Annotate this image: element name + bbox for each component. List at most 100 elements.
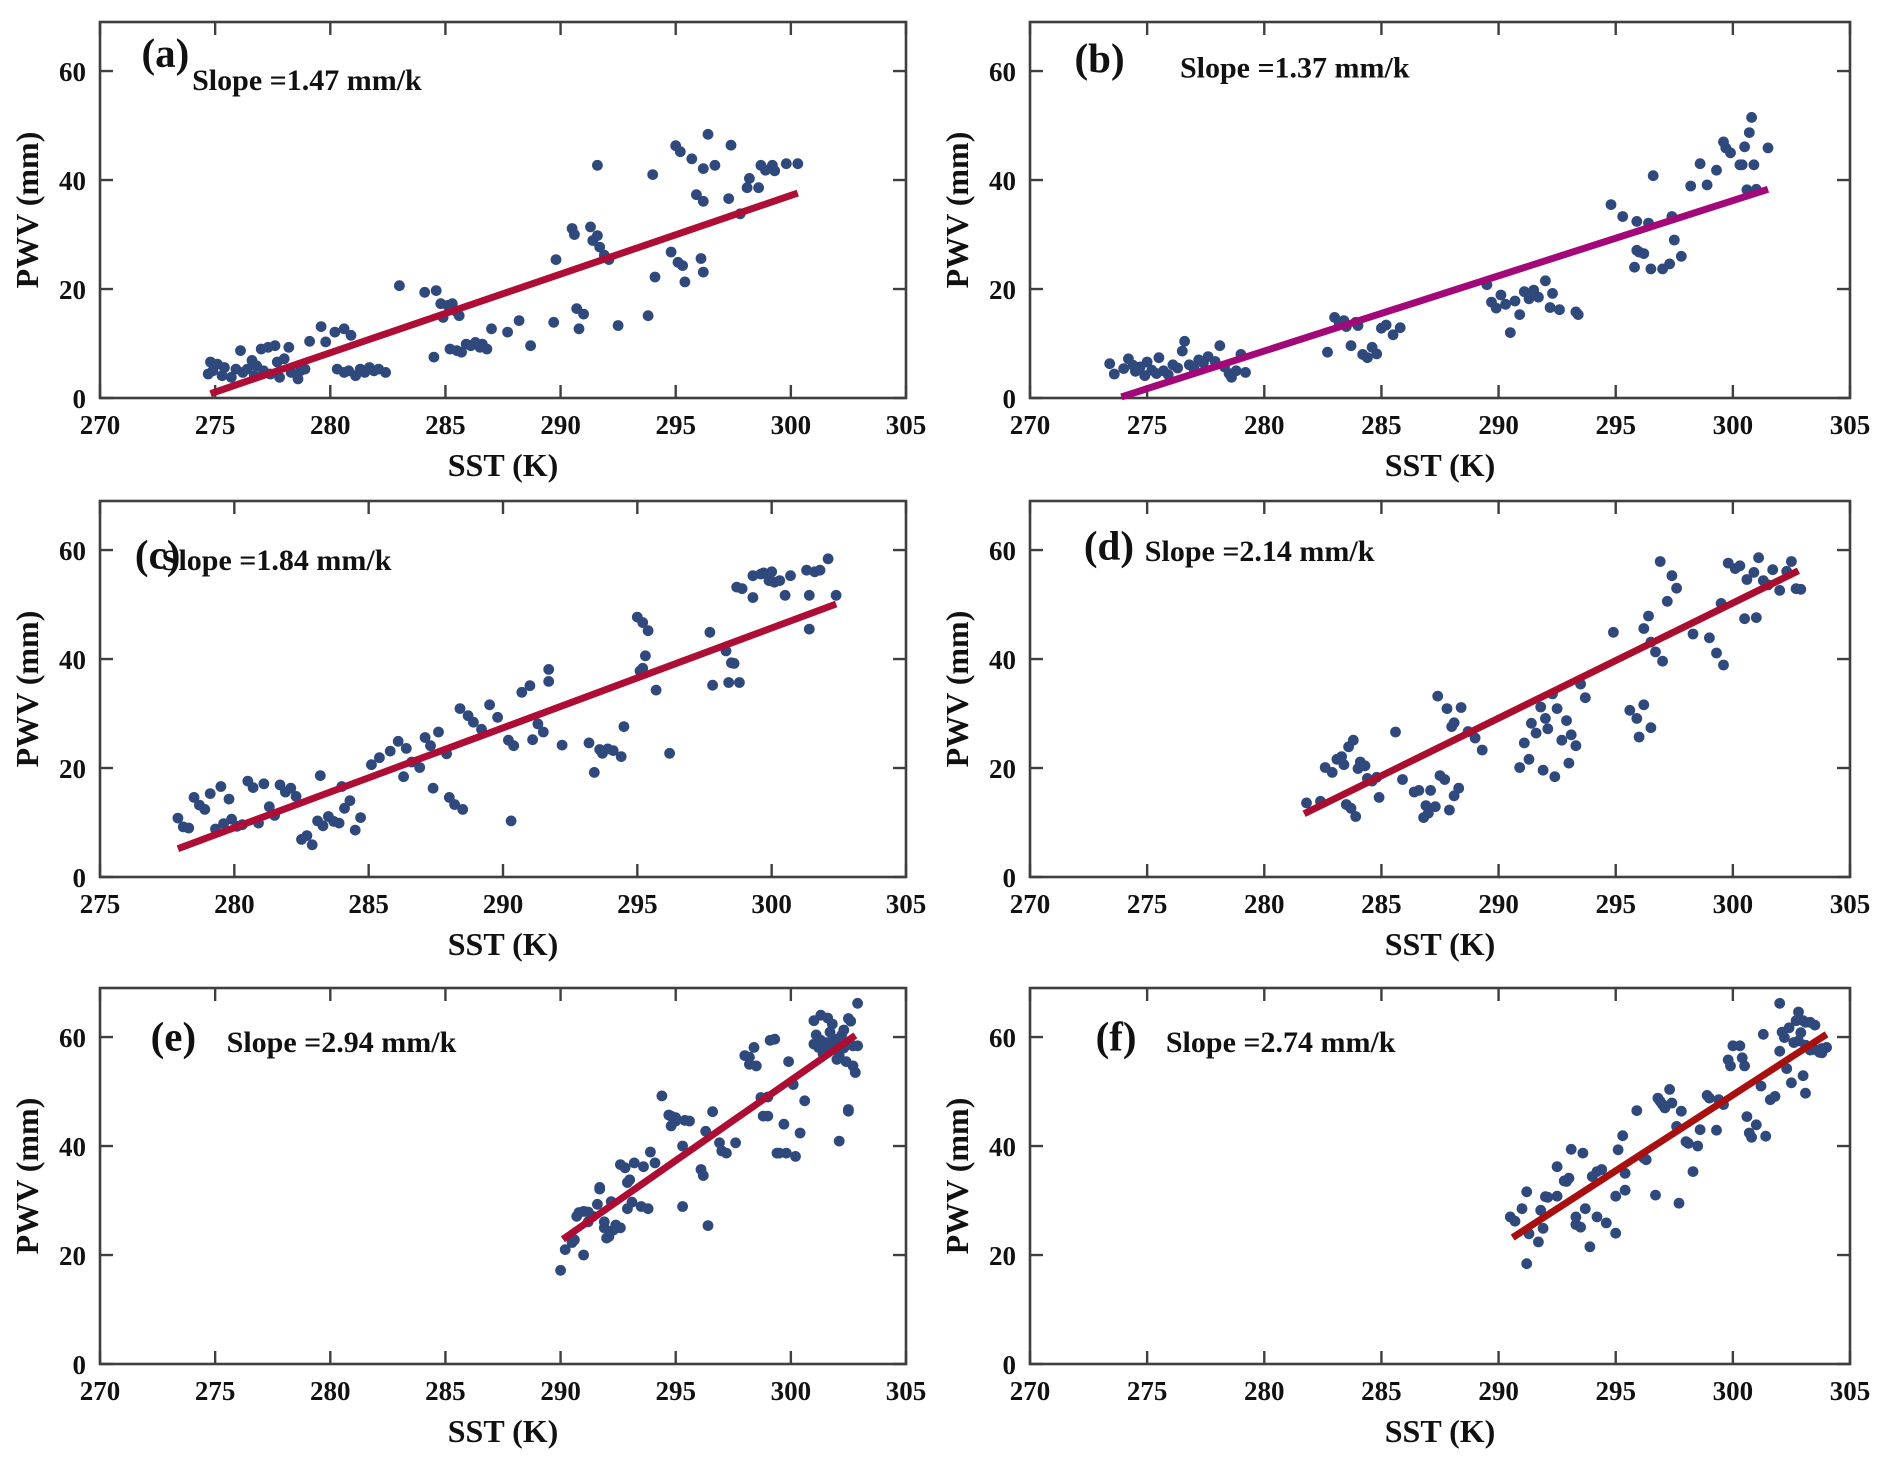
data-point <box>223 793 235 805</box>
data-point <box>656 1090 668 1102</box>
data-point <box>1347 734 1359 746</box>
data-point <box>766 566 778 578</box>
x-tick-label: 295 <box>655 410 696 440</box>
data-point <box>1687 628 1699 640</box>
data-point <box>826 1018 838 1030</box>
data-point <box>1668 234 1680 246</box>
y-axis-label: PWV (mm) <box>946 611 975 768</box>
data-point <box>1617 211 1629 222</box>
data-point <box>1783 1022 1795 1034</box>
data-point <box>333 817 345 829</box>
data-point <box>1694 1124 1706 1136</box>
data-point <box>686 153 698 165</box>
data-point <box>1666 1097 1678 1109</box>
data-point <box>1422 807 1434 819</box>
data-point <box>1179 335 1190 347</box>
data-point <box>1673 1197 1685 1209</box>
data-point <box>1350 811 1362 822</box>
data-point <box>1725 1060 1736 1072</box>
x-tick-label: 270 <box>80 410 121 440</box>
data-point <box>645 1146 656 1158</box>
data-point <box>1664 258 1675 270</box>
data-point <box>1701 179 1713 191</box>
data-point <box>1359 760 1371 772</box>
data-point <box>734 677 745 688</box>
data-point <box>1490 302 1502 314</box>
data-point <box>225 371 237 383</box>
data-point <box>762 1110 774 1122</box>
data-point <box>697 266 709 278</box>
data-point <box>374 752 385 764</box>
data-point <box>1645 263 1657 275</box>
data-point <box>588 767 600 778</box>
data-point <box>674 146 686 158</box>
data-point <box>1821 1042 1832 1053</box>
data-point <box>637 617 649 628</box>
data-point <box>1230 365 1242 377</box>
data-point <box>556 739 568 751</box>
x-tick-label: 300 <box>1713 889 1754 919</box>
y-tick-labels: 0 20 40 60 <box>989 1023 1016 1380</box>
data-point <box>550 254 562 265</box>
data-point <box>1326 767 1338 778</box>
scatter-points <box>202 128 804 385</box>
data-point <box>329 326 341 338</box>
data-point <box>1645 722 1657 734</box>
data-point <box>218 818 230 829</box>
y-axis-label: PWV (mm) <box>9 611 45 768</box>
data-point <box>702 1220 714 1231</box>
x-tick-label: 275 <box>1127 410 1168 440</box>
y-tick-label: 60 <box>989 1023 1016 1053</box>
x-tick-label: 305 <box>1830 1376 1871 1406</box>
data-point <box>1439 774 1451 785</box>
y-tick-label: 0 <box>1003 1350 1017 1380</box>
x-tick-label: 280 <box>1244 410 1285 440</box>
data-point <box>1570 1211 1582 1223</box>
data-point <box>830 589 842 601</box>
data-point <box>665 246 677 258</box>
data-point <box>785 570 796 582</box>
data-point <box>723 677 735 688</box>
data-point <box>642 625 654 637</box>
panel-letter: (a) <box>141 30 189 76</box>
data-point <box>219 362 230 373</box>
y-tick-labels: 0 20 40 60 <box>59 57 86 414</box>
x-tick-label: 285 <box>425 1376 466 1406</box>
data-point <box>1600 1217 1612 1229</box>
data-point <box>457 804 469 815</box>
data-point <box>1495 289 1507 301</box>
data-point <box>1591 1211 1603 1223</box>
x-tick-label: 305 <box>1830 410 1871 440</box>
data-point <box>1338 759 1350 771</box>
x-tick-label: 285 <box>1361 1376 1402 1406</box>
x-tick-label: 270 <box>80 1376 121 1406</box>
data-point <box>677 260 688 271</box>
data-point <box>384 745 396 757</box>
data-point <box>278 353 290 365</box>
panel-letter: (c) <box>135 532 181 578</box>
panel-c-cell: 275 280 285 290 295 300 305 0 20 40 60 SST (K) PWV (… <box>0 491 946 982</box>
data-point <box>592 159 603 171</box>
data-point <box>1565 729 1577 741</box>
x-tick-label: 295 <box>1595 410 1636 440</box>
y-tick-label: 60 <box>59 1023 86 1053</box>
data-point <box>573 323 585 335</box>
data-point <box>750 1060 762 1072</box>
data-point <box>247 782 259 793</box>
data-point <box>1301 797 1312 809</box>
axis-ticks <box>98 501 908 879</box>
x-tick-label: 285 <box>348 889 389 919</box>
data-point <box>1682 1137 1694 1149</box>
x-tick-label: 300 <box>771 410 812 440</box>
data-point <box>1746 1131 1757 1143</box>
data-point <box>714 1137 725 1149</box>
data-point <box>728 658 740 669</box>
data-point <box>314 770 326 781</box>
data-point <box>1629 261 1640 273</box>
data-point <box>338 323 350 335</box>
data-point <box>612 320 624 331</box>
data-point <box>1795 583 1807 595</box>
plot-box <box>1028 20 1852 400</box>
data-point <box>433 726 444 738</box>
data-point <box>583 737 595 749</box>
